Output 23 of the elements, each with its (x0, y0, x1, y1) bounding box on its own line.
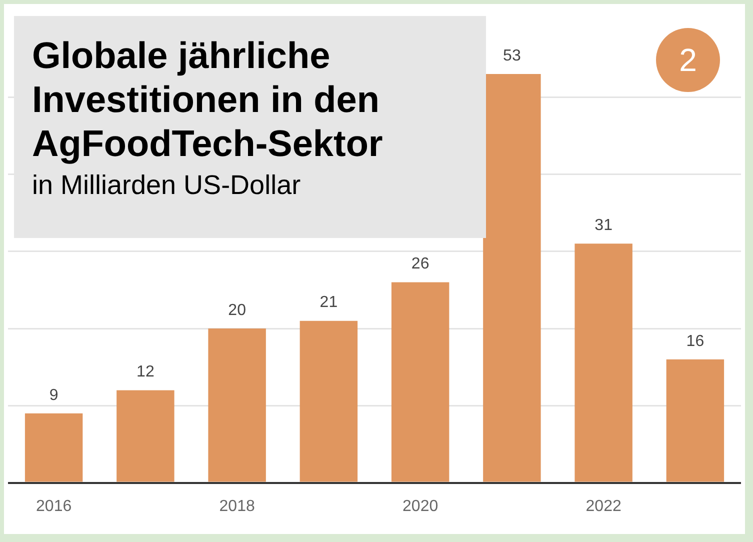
number-badge: 2 (656, 28, 720, 92)
bar (574, 244, 632, 482)
data-label: 53 (503, 47, 521, 64)
bar (24, 413, 83, 482)
bar (483, 74, 541, 482)
bar (116, 390, 174, 482)
bar (208, 328, 266, 482)
chart-title: Globale jährliche Investitionen in den AgFoodTech-Sektor (32, 34, 384, 166)
x-tick-label: 2018 (219, 498, 255, 515)
bar (391, 282, 450, 482)
bar (300, 320, 358, 482)
x-tick-label: 2016 (36, 498, 72, 515)
data-label: 12 (136, 364, 154, 381)
data-label: 20 (228, 302, 246, 319)
data-label: 21 (320, 294, 338, 312)
data-label: 26 (411, 256, 430, 273)
data-label: 9 (49, 386, 58, 404)
data-label: 16 (686, 332, 704, 350)
data-label: 31 (594, 217, 613, 234)
x-tick-label: 2020 (402, 498, 438, 515)
title-panel: Globale jährliche Investitionen in den AgFoodTech-Sektor in Milliarden US-Dollar (14, 16, 486, 238)
x-tick-label: 2022 (586, 498, 622, 515)
bar (666, 359, 724, 482)
